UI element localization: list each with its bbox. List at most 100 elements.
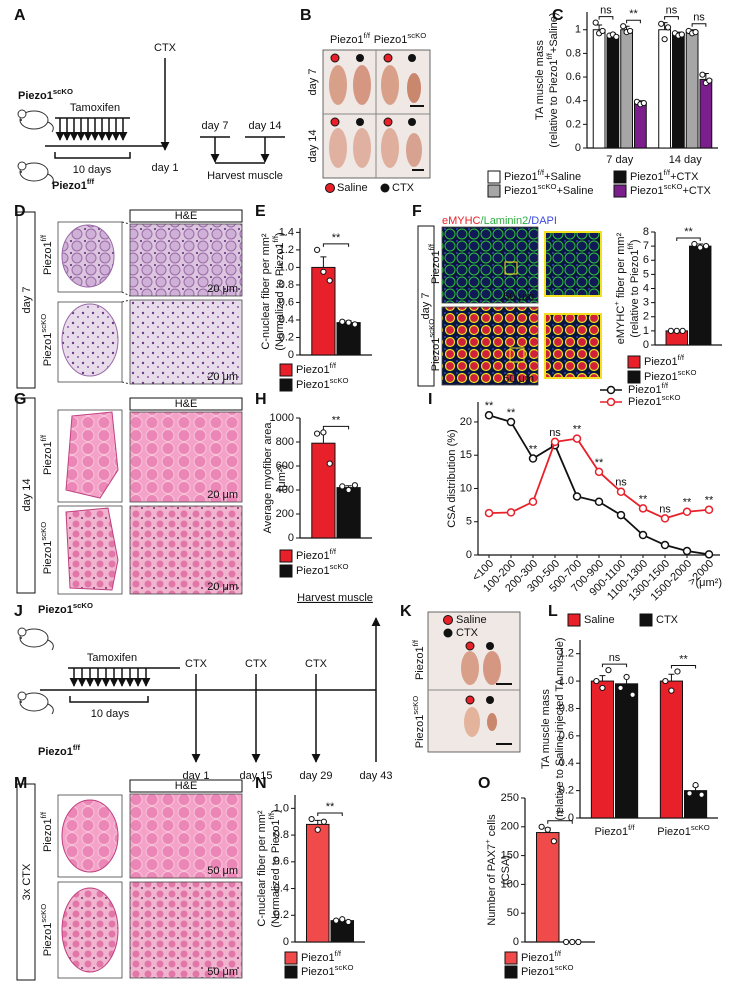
row-label: Piezo1scKO (39, 522, 54, 574)
significance-bracket (626, 19, 641, 24)
side-label: day 14 (21, 478, 33, 511)
scale-label: 50 μm (207, 966, 238, 978)
y-tick-label: 0 (283, 936, 289, 948)
significance-label: ** (556, 809, 565, 821)
y-tick-label: 1000 (270, 412, 294, 424)
legend-label: Piezo1scKO (644, 368, 696, 383)
data-point (550, 838, 557, 845)
y-tick-label: 6 (643, 254, 649, 266)
photo-b: Piezo1f/f Piezo1scKO day 7 day 14 Saline… (307, 31, 431, 194)
stain-part: /DAPI (528, 215, 557, 227)
panel-letter: G (14, 391, 26, 408)
significance-bracket (676, 237, 701, 242)
mouse-icon (17, 627, 54, 651)
significance-label: ** (326, 801, 335, 813)
data-point (640, 99, 647, 107)
legend-swatch (279, 549, 293, 563)
day-label: day 15 (239, 770, 272, 782)
ctx-label: CTX (305, 658, 328, 670)
y-axis-label: TA muscle mass (540, 689, 552, 769)
y-tick-label: 0 (643, 339, 649, 351)
panel-letter: A (14, 7, 26, 24)
bar (306, 823, 330, 943)
legend-swatch (279, 363, 293, 377)
data-point (682, 546, 692, 556)
significance-label: ** (679, 653, 688, 665)
zoom-image (129, 411, 243, 503)
series-line (488, 437, 710, 520)
data-point (550, 437, 560, 447)
row-label: Piezo1f/f (411, 639, 426, 680)
error-bar (668, 673, 675, 682)
y-tick-label: 50 (507, 907, 519, 919)
legend-swatch (487, 170, 501, 184)
bar (634, 102, 647, 149)
y-tick-label: 0.8 (279, 279, 294, 291)
panel-letter: I (428, 391, 432, 408)
legend-label: Piezo1scKO (296, 376, 348, 391)
data-point (544, 826, 551, 833)
section (65, 411, 119, 499)
side-box (16, 211, 36, 389)
y-tick-label: 8 (643, 226, 649, 238)
data-point (662, 677, 669, 685)
data-point (314, 246, 321, 253)
legend-swatch (567, 613, 581, 627)
stain-f: day 7 eMYHC/Laminin2/DAPI Piezo1f/f Piez… (417, 215, 602, 387)
data-point (572, 434, 582, 443)
bar (606, 35, 620, 149)
legend-swatch (279, 378, 293, 392)
data-point (528, 497, 538, 507)
data-point (692, 29, 699, 36)
significance-bracket (601, 663, 628, 668)
significance-label: ** (639, 493, 648, 505)
bar (336, 322, 361, 356)
data-point (638, 504, 648, 513)
data-point (617, 684, 624, 692)
if-image (441, 226, 539, 304)
zoom-image (129, 299, 243, 385)
data-point (605, 667, 612, 674)
duration-label: 10 days (91, 708, 130, 720)
bar (336, 487, 361, 539)
y-tick-label: 1.0 (274, 802, 289, 814)
error-bar (314, 819, 321, 825)
header-box (129, 209, 243, 223)
legend-label: Saline (584, 614, 615, 626)
section (61, 224, 115, 288)
scale-label: 50 μm (503, 291, 534, 303)
y-axis-sublabel: (relative to Piezo1f/f+Saline) (545, 12, 560, 147)
data-point (594, 497, 604, 507)
y-tick-label: 15 (460, 449, 472, 461)
y-tick-label: 0.2 (274, 909, 289, 921)
legend-label: CTX (456, 627, 479, 639)
bar (658, 29, 671, 149)
panel-letter: H (255, 391, 267, 408)
y-tick-label: 5 (466, 516, 472, 528)
y-axis-label: TA muscle mass (534, 40, 546, 120)
data-point (599, 27, 606, 35)
legend-dot (443, 628, 453, 638)
significance-bracket (670, 664, 697, 669)
data-point (320, 268, 327, 275)
significance-bracket (664, 16, 679, 20)
y-tick-label: 0.2 (566, 118, 581, 130)
y-tick-label: 1.0 (559, 675, 574, 687)
header-box (129, 397, 243, 411)
row-label: Piezo1f/f (39, 234, 54, 275)
data-point (699, 71, 706, 78)
zoom-image (544, 313, 602, 379)
section (65, 507, 119, 591)
genotype-label: Piezo1scKO (38, 601, 93, 616)
day-label: day 1 (183, 770, 210, 782)
mouse-icon (17, 109, 54, 133)
data-point (594, 467, 604, 477)
data-point (706, 77, 713, 84)
y-axis-sublabel: (Normalized to Piezo1f/f) (267, 809, 282, 927)
y-tick-label: 5 (643, 268, 649, 280)
y-tick-label: 0.8 (566, 47, 581, 59)
y-axis-label: C-nuclear fiber per mm² (260, 233, 272, 349)
y-tick-label: 600 (276, 460, 294, 472)
x-tick-label: Piezo1scKO (657, 823, 709, 838)
y-axis-sublabel: (relative to Saline injected TA muscle) (554, 637, 566, 820)
